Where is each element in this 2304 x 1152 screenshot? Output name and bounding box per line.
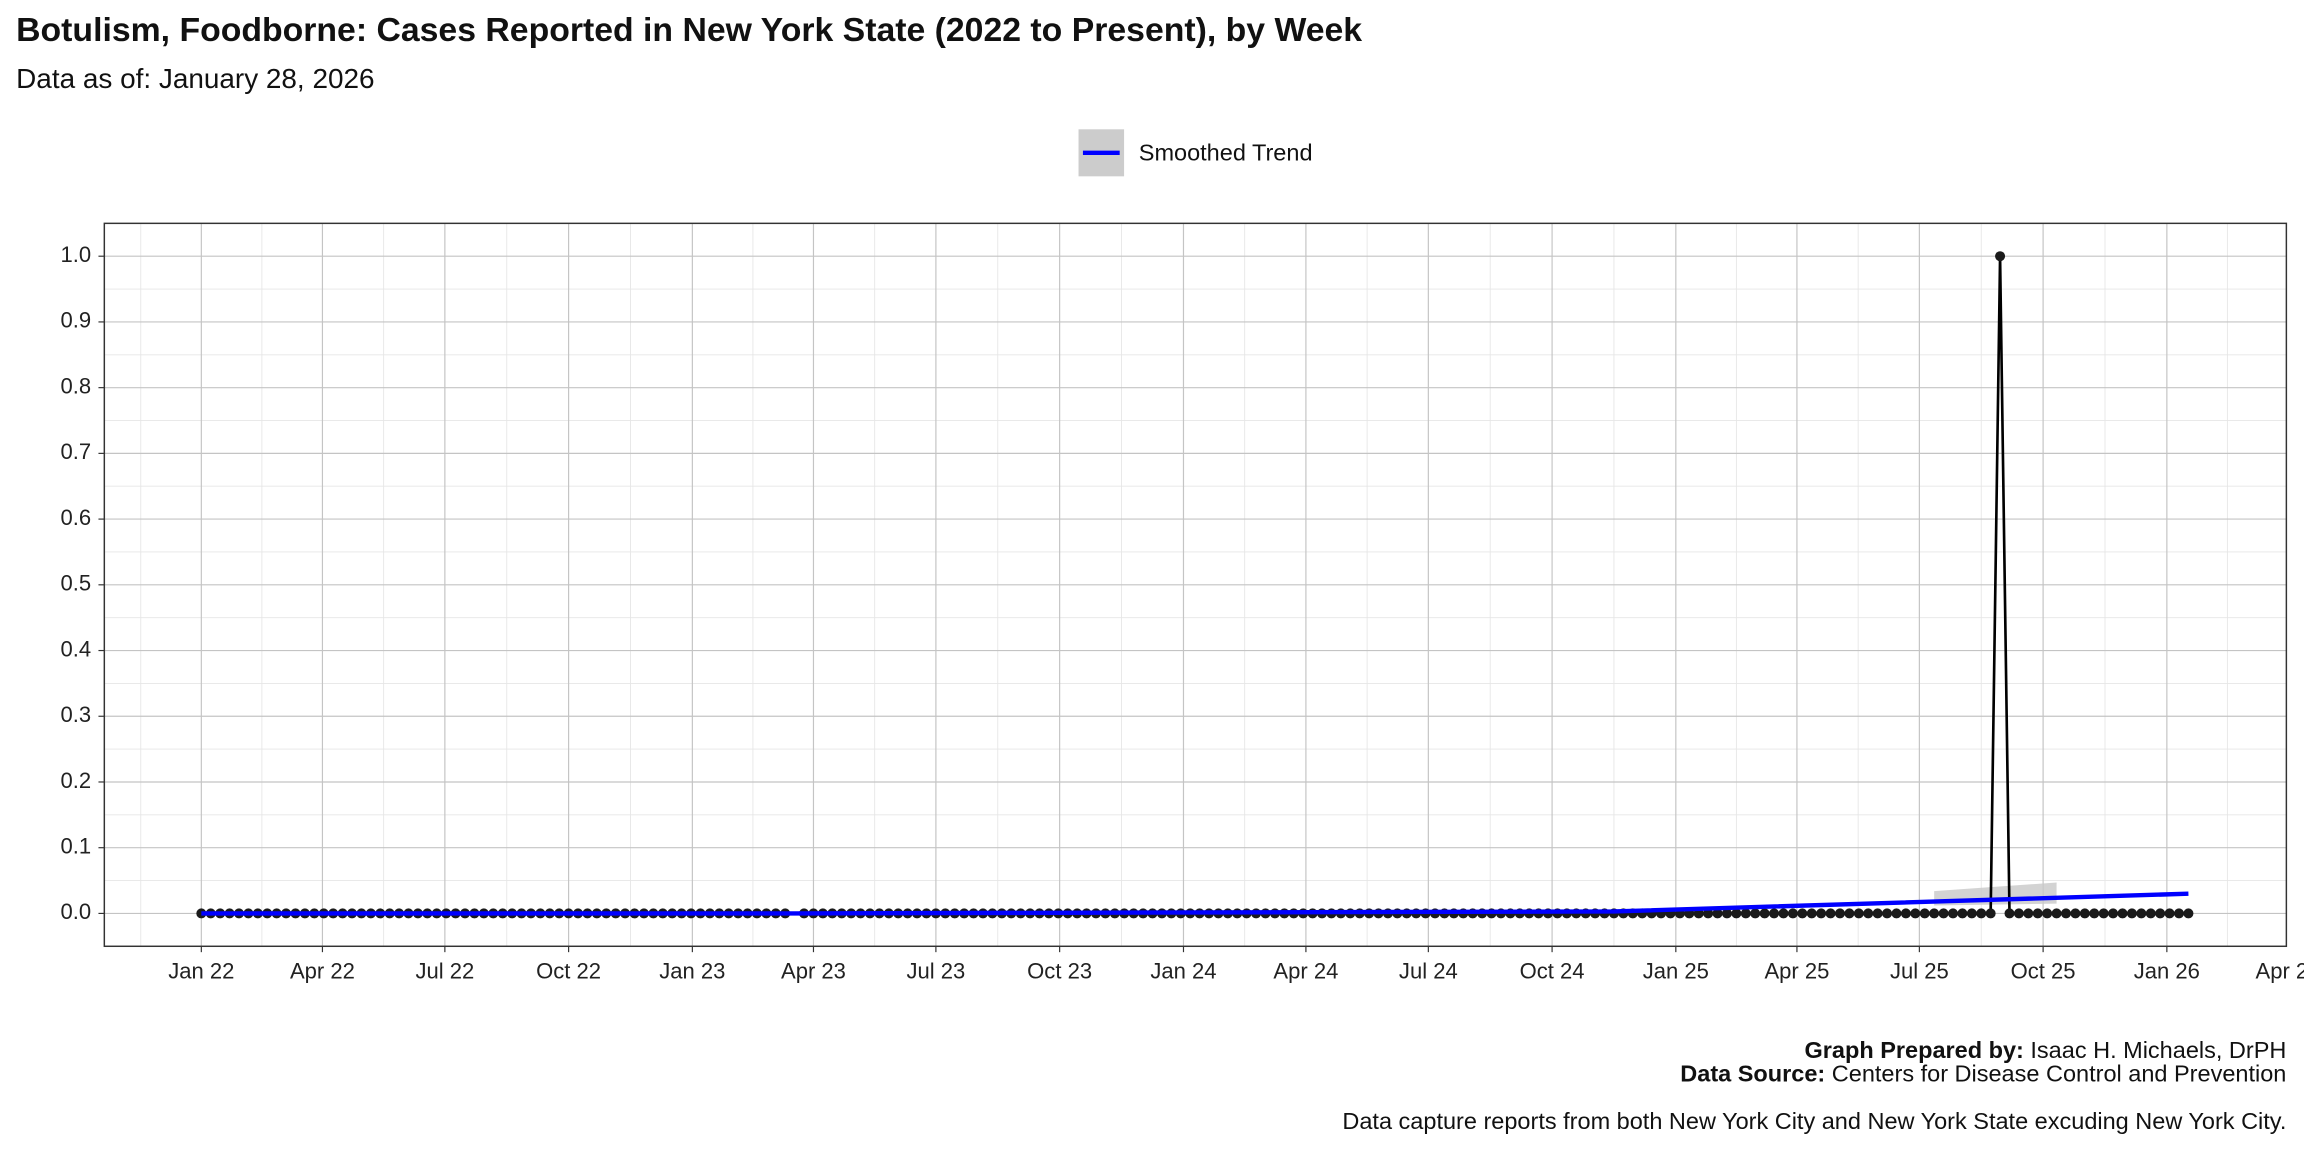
data-point <box>1721 908 1732 919</box>
data-point <box>1910 908 1921 919</box>
data-point <box>1882 908 1893 919</box>
data-point <box>1985 908 1996 919</box>
data-point <box>1778 908 1789 919</box>
x-tick-label: Jul 22 <box>415 959 474 984</box>
data-point <box>2023 908 2034 919</box>
chart-title: Botulism, Foodborne: Cases Reported in N… <box>16 11 1362 49</box>
chart-subtitle: Data as of: January 28, 2026 <box>16 63 374 94</box>
data-point <box>2174 908 2185 919</box>
data-point <box>1769 908 1780 919</box>
x-tick-label: Jan 25 <box>1643 959 1709 984</box>
data-point <box>2051 908 2062 919</box>
y-tick-label: 0.4 <box>60 636 91 661</box>
caption-text: Isaac H. Michaels, DrPH <box>2030 1037 2286 1063</box>
x-tick-label: Apr 22 <box>290 959 355 984</box>
data-point <box>2145 908 2156 919</box>
x-tick-label: Apr 23 <box>781 959 846 984</box>
data-point <box>1816 908 1827 919</box>
data-point <box>1995 251 2006 262</box>
x-tick-label: Jul 25 <box>1890 959 1949 984</box>
data-point <box>2089 908 2100 919</box>
data-point <box>1957 908 1968 919</box>
data-point <box>2098 908 2109 919</box>
data-point <box>2079 908 2090 919</box>
data-point <box>1797 908 1808 919</box>
grid <box>104 223 2287 947</box>
data-point <box>1976 908 1987 919</box>
trend-line <box>201 891 2189 916</box>
x-tick-label: Oct 22 <box>536 959 601 984</box>
data-point <box>2155 908 2166 919</box>
y-tick-label: 0.5 <box>60 571 91 596</box>
caption-label: Data Source: <box>1680 1061 1825 1087</box>
x-tick-label: Oct 25 <box>2011 959 2076 984</box>
data-point <box>1938 908 1949 919</box>
data-point <box>1844 908 1855 919</box>
data-point <box>1900 908 1911 919</box>
data-point <box>2164 908 2175 919</box>
y-tick-label: 0.6 <box>60 505 91 530</box>
data-point <box>1825 908 1836 919</box>
data-point <box>2136 908 2147 919</box>
y-tick-label: 0.1 <box>60 834 91 859</box>
x-tick-label: Jan 22 <box>168 959 234 984</box>
x-tick-label: Jan 26 <box>2134 959 2200 984</box>
data-point <box>2183 908 2194 919</box>
x-tick-label: Apr 26 <box>2256 959 2304 984</box>
data-point <box>2013 908 2024 919</box>
y-tick-label: 0.2 <box>60 768 91 793</box>
caption-note: Data capture reports from both New York … <box>1342 1108 2286 1134</box>
data-point <box>2117 908 2128 919</box>
x-tick-label: Jan 23 <box>659 959 725 984</box>
data-point <box>2108 908 2119 919</box>
data-point <box>1712 908 1723 919</box>
x-tick-label: Apr 25 <box>1764 959 1829 984</box>
data-point <box>1947 908 1958 919</box>
plot-area <box>196 251 2194 919</box>
data-point <box>2042 908 2053 919</box>
data-point <box>1834 908 1845 919</box>
data-point <box>2061 908 2071 919</box>
y-tick-label: 0.7 <box>60 439 91 464</box>
data-point <box>1787 908 1798 919</box>
caption-prepared: Graph Prepared by: Isaac H. Michaels, Dr… <box>1804 1037 2286 1063</box>
data-point <box>1966 908 1977 919</box>
plot-border <box>103 222 2288 948</box>
y-tick-label: 0.3 <box>60 702 91 727</box>
x-tick-label: Jan 24 <box>1150 959 1216 984</box>
x-tick-label: Jul 24 <box>1399 959 1458 984</box>
data-point <box>1703 908 1714 919</box>
legend-label: Smoothed Trend <box>1139 139 1313 165</box>
y-tick-label: 1.0 <box>60 242 91 267</box>
caption-text: Centers for Disease Control and Preventi… <box>1832 1061 2287 1087</box>
data-point <box>1872 908 1883 919</box>
x-tick-label: Apr 24 <box>1273 959 1338 984</box>
data-point <box>1731 908 1742 919</box>
data-point <box>1759 908 1770 919</box>
data-point <box>2126 908 2137 919</box>
data-point <box>1750 908 1761 919</box>
data-point <box>2004 908 2015 919</box>
data-point <box>1740 908 1751 919</box>
y-tick-label: 0.9 <box>60 308 91 333</box>
x-tick-label: Oct 23 <box>1027 959 1092 984</box>
data-point <box>1863 908 1874 919</box>
caption-source: Data Source: Centers for Disease Control… <box>1680 1061 2286 1087</box>
x-tick-label: Oct 24 <box>1520 959 1585 984</box>
data-point <box>1891 908 1902 919</box>
data-point <box>1919 908 1930 919</box>
caption-label: Graph Prepared by: <box>1804 1037 2023 1063</box>
x-tick-label: Jul 23 <box>906 959 965 984</box>
y-tick-label: 0.8 <box>60 373 91 398</box>
y-tick-label: 0.0 <box>60 899 91 924</box>
data-point <box>2070 908 2081 919</box>
data-point <box>1929 908 1940 919</box>
data-point <box>2032 908 2043 919</box>
data-point <box>1806 908 1817 919</box>
data-point <box>1853 908 1864 919</box>
